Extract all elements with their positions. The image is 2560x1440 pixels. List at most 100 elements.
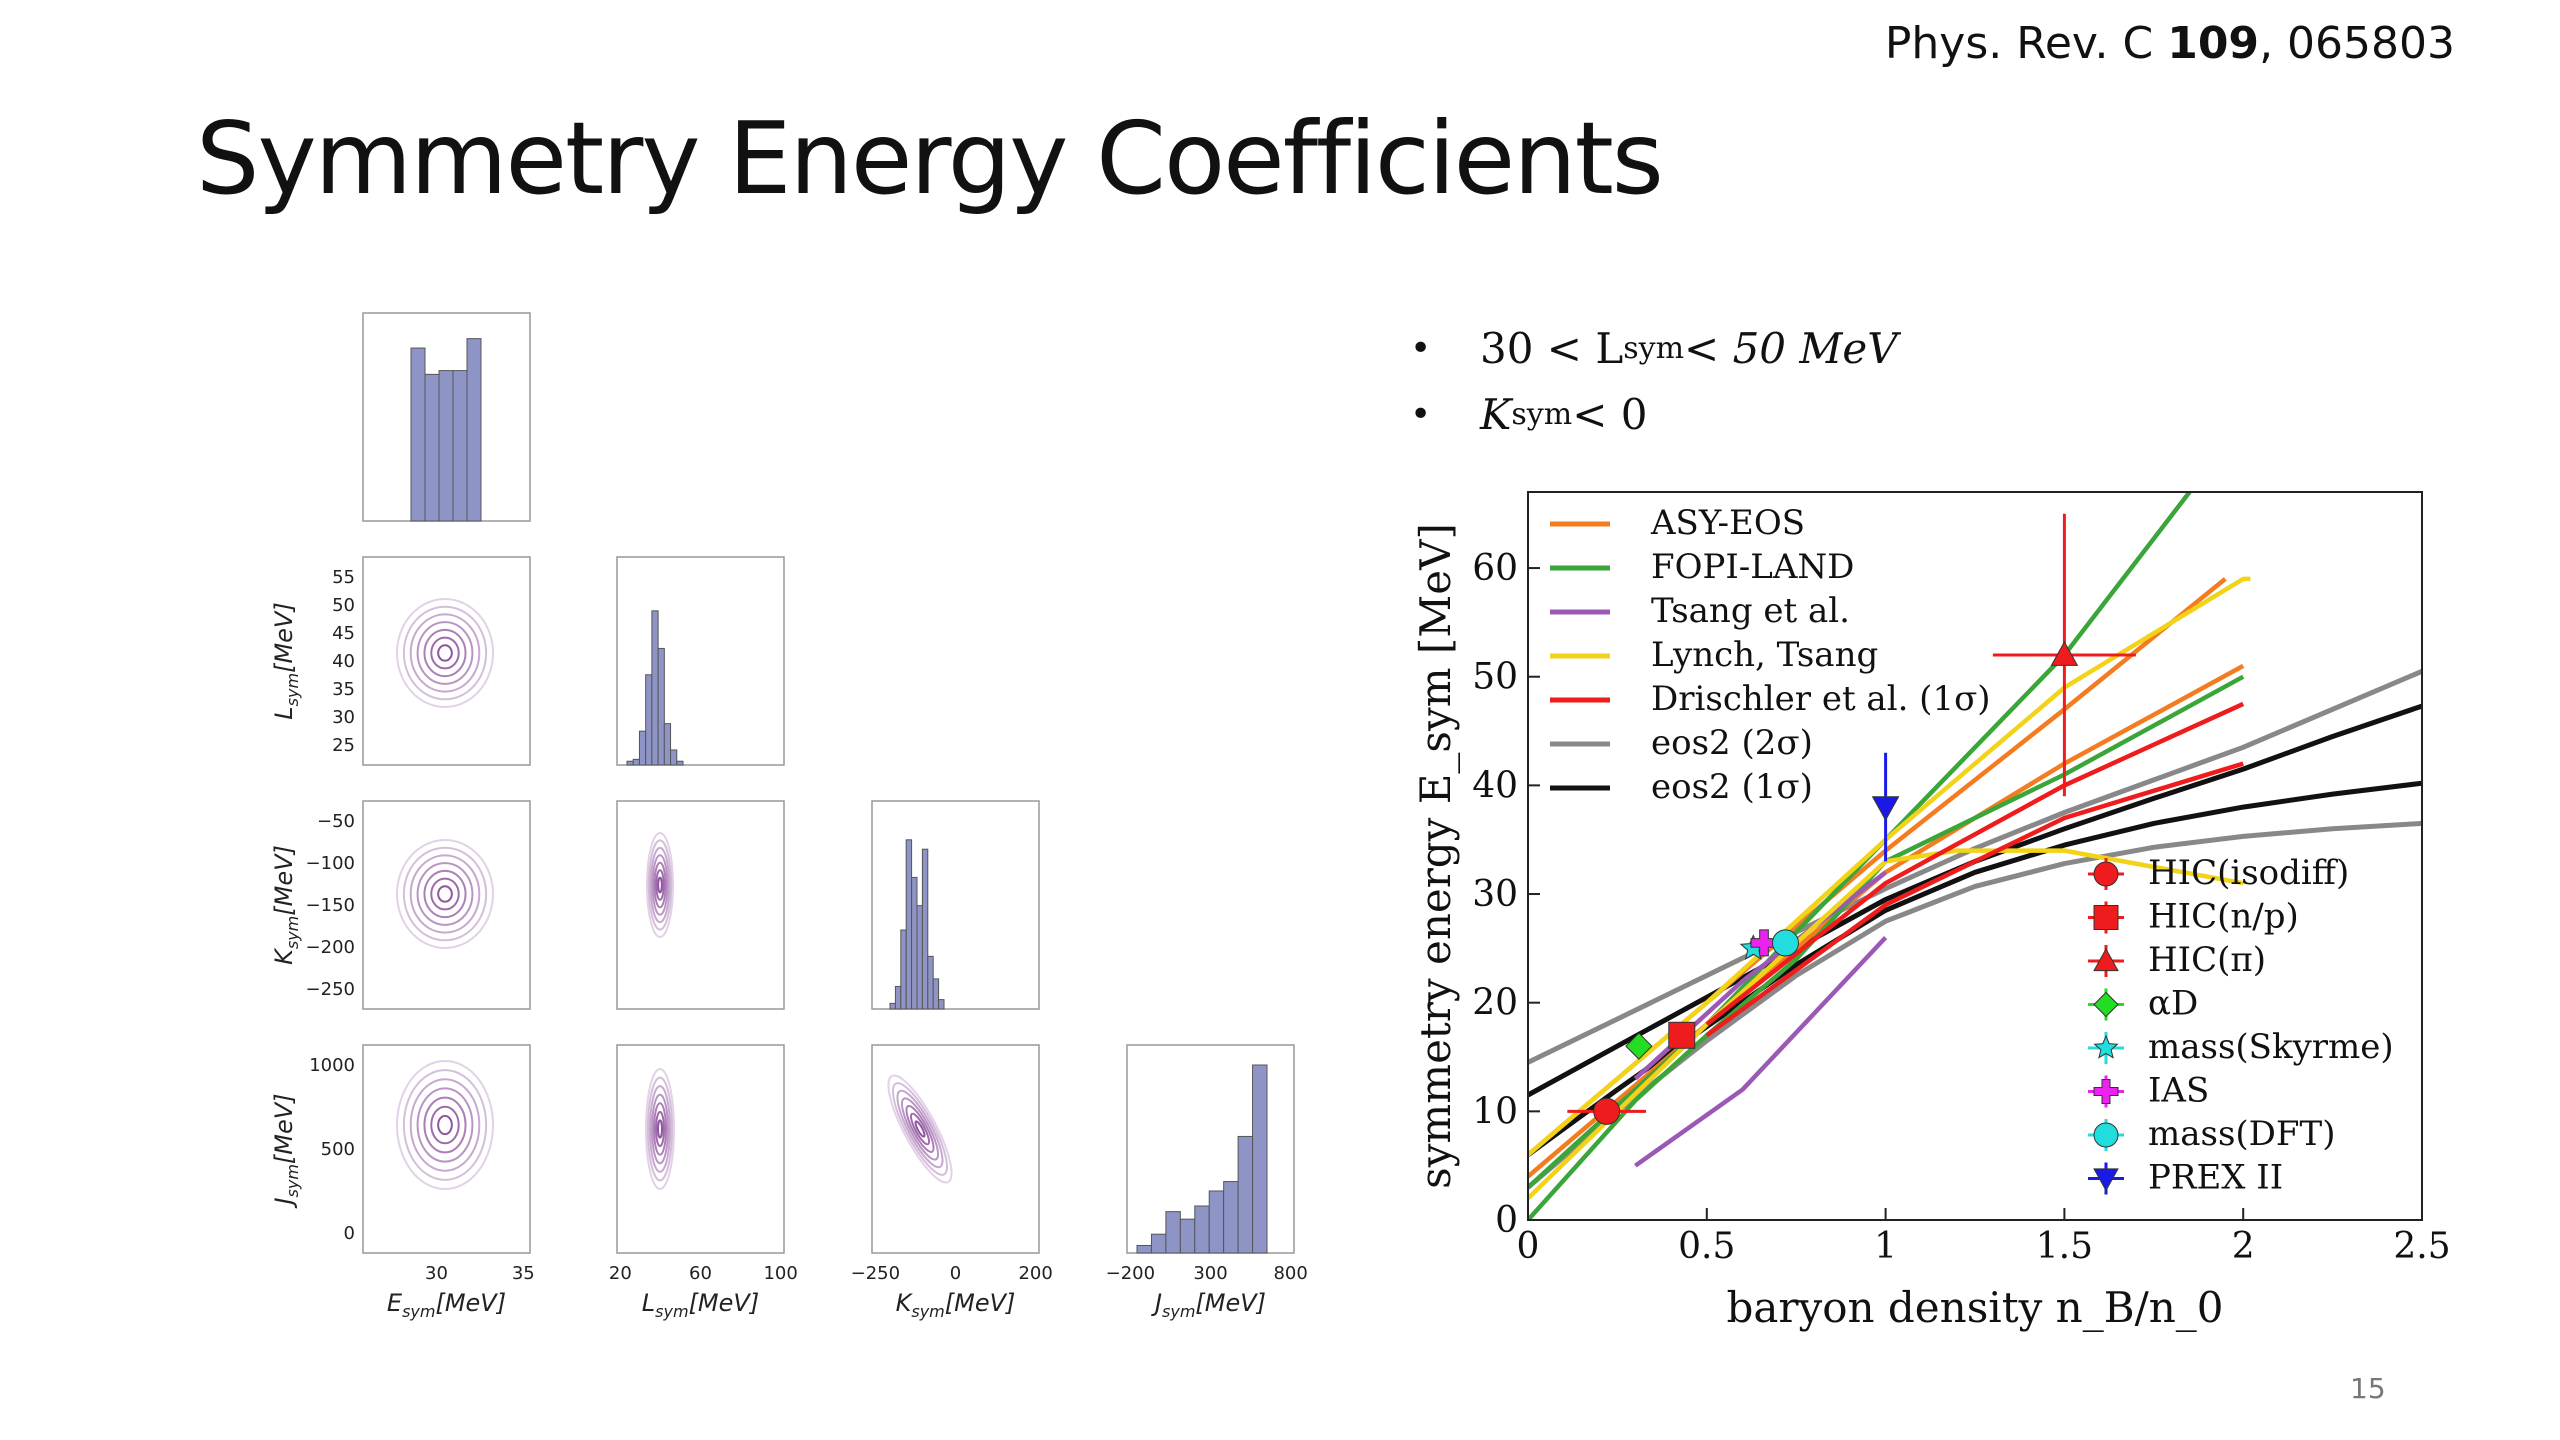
lsym-histogram-bar bbox=[670, 749, 678, 766]
legend-point-label: IAS bbox=[2148, 1071, 2209, 1111]
lsym-yaxis-tick: 30 bbox=[332, 707, 355, 728]
legend-line-label: eos2 (1σ) bbox=[1651, 767, 1813, 807]
jsym-histogram-bar bbox=[1194, 1205, 1210, 1254]
marker-circle bbox=[2093, 1122, 2119, 1148]
lsym-histogram-frame bbox=[616, 556, 785, 766]
y-tick-label: 30 bbox=[1472, 874, 1518, 915]
ksym-ylabel: Ksym[MeV] bbox=[270, 845, 302, 965]
lsym-ksym-contour-level bbox=[657, 876, 663, 894]
lsym-ksym-contour-level bbox=[646, 832, 674, 938]
lsym-histogram-bar bbox=[645, 674, 653, 766]
ksym-histogram-bar bbox=[911, 876, 918, 1010]
lsym-xaxis-tick: 20 bbox=[609, 1263, 632, 1284]
ksym-yaxis-tick: −50 bbox=[317, 811, 355, 832]
x-tick-label: 1 bbox=[1874, 1226, 1897, 1267]
ksym-jsym-contour-level bbox=[887, 1074, 953, 1184]
y-tick-label: 40 bbox=[1472, 765, 1518, 806]
lsym-histogram-bar bbox=[676, 760, 684, 766]
esym-ksym-contour-level bbox=[430, 877, 460, 911]
esym-ksym-contour-level bbox=[409, 854, 481, 934]
y-tick-label: 50 bbox=[1472, 657, 1518, 698]
marker-diamond bbox=[1625, 1032, 1653, 1060]
esym-lsym-contour-level bbox=[430, 636, 460, 670]
jsym-histogram-bar bbox=[1150, 1233, 1167, 1254]
x-tick-label: 2.5 bbox=[2393, 1226, 2450, 1267]
esym-jsym-contour-level bbox=[396, 1060, 494, 1190]
data-point bbox=[1871, 752, 1900, 862]
lsym-histogram-bar bbox=[638, 730, 647, 766]
slide-title: Symmetry Energy Coefficients bbox=[196, 100, 1664, 217]
y-axis-label: symmetry energy E_sym [MeV] bbox=[1411, 523, 1460, 1189]
marker-tri-down bbox=[2093, 1168, 2119, 1192]
esym-histogram-bar bbox=[466, 338, 482, 522]
data-point bbox=[1771, 929, 1799, 957]
ksym-jsym-contour-frame bbox=[871, 1044, 1040, 1254]
citation-volume: 109 bbox=[2167, 18, 2260, 69]
x-tick-label: 1.5 bbox=[2036, 1226, 2093, 1267]
marker-triangle bbox=[2050, 640, 2079, 666]
esym-jsym-contour-level bbox=[416, 1087, 474, 1163]
lsym-jsym-contour-level bbox=[653, 1102, 667, 1156]
symmetry-energy-chart: 0 0.5 1 1.5 2 2.5 0 10 20 30 40 50 60 baryon density … bbox=[1411, 491, 2451, 1332]
lsym-xaxis-tick: 100 bbox=[763, 1263, 797, 1284]
lsym-jsym-contour-level bbox=[649, 1085, 671, 1173]
esym-jsym-contour-frame bbox=[362, 1044, 531, 1254]
ksym-histogram-bar bbox=[916, 905, 923, 1010]
esym-lsym-contour-level bbox=[402, 605, 488, 701]
ksym-histogram-bar bbox=[900, 929, 907, 1010]
data-point bbox=[1567, 1097, 1647, 1125]
marker-tri-down bbox=[1871, 796, 1900, 822]
marker-circle bbox=[1593, 1097, 1621, 1125]
page-number: 15 bbox=[2350, 1372, 2386, 1405]
plot-frame bbox=[1527, 491, 2423, 1221]
lsym-ksym-contour-level bbox=[649, 846, 671, 924]
jsym-histogram-bar bbox=[1165, 1211, 1181, 1254]
ksym-xaxis-tick: 200 bbox=[1018, 1263, 1052, 1284]
citation-suffix: , 065803 bbox=[2259, 18, 2455, 69]
esym-ksym-contour-level bbox=[396, 839, 494, 949]
marker-star bbox=[2093, 1034, 2119, 1059]
ksym-histogram-bar bbox=[889, 1002, 896, 1010]
esym-lsym-contour-level bbox=[437, 644, 453, 662]
lsym-jsym-contour-level bbox=[657, 1119, 663, 1139]
lsym-xaxis-tick: 60 bbox=[689, 1263, 712, 1284]
lsym-ksym-contour-frame bbox=[616, 800, 785, 1010]
esym-jsym-contour-level bbox=[402, 1069, 488, 1181]
marker-diamond bbox=[2093, 991, 2119, 1018]
marker-circle bbox=[2093, 861, 2119, 887]
esym-jsym-contour-level bbox=[423, 1096, 467, 1154]
esym-xaxis-tick: 30 bbox=[425, 1263, 448, 1284]
esym-histogram-bar bbox=[452, 370, 468, 522]
lsym-ksym-contour-level bbox=[651, 854, 669, 916]
esym-lsym-contour-level bbox=[396, 598, 494, 708]
jsym-yaxis-tick: 0 bbox=[344, 1223, 355, 1244]
ksym-jsym-contour-level bbox=[905, 1105, 935, 1153]
lsym-jsym-contour-level bbox=[655, 1110, 665, 1148]
ksym-yaxis-tick: −100 bbox=[306, 853, 355, 874]
esym-lsym-contour-level bbox=[423, 628, 467, 678]
x-tick-label: 0.5 bbox=[1678, 1226, 1735, 1267]
jsym-yaxis-tick: 1000 bbox=[309, 1055, 355, 1076]
esym-histogram-bar bbox=[438, 370, 454, 522]
jsym-ylabel: Jsym[MeV] bbox=[270, 1093, 302, 1208]
data-point bbox=[1625, 1032, 1653, 1060]
legend-point-label: mass(Skyrme) bbox=[2148, 1027, 2394, 1067]
esym-jsym-contour-level bbox=[409, 1078, 481, 1172]
bullet-dot: • bbox=[1410, 393, 1432, 435]
lsym-yaxis-tick: 50 bbox=[332, 595, 355, 616]
jsym-histogram-bar bbox=[1252, 1064, 1268, 1254]
ksym-histogram-bar bbox=[927, 955, 934, 1010]
legend-line-label: FOPI-LAND bbox=[1651, 547, 1854, 587]
ksym-jsym-contour-level bbox=[909, 1112, 931, 1146]
jsym-histogram-bar bbox=[1223, 1181, 1239, 1254]
esym-lsym-contour-level bbox=[409, 613, 481, 693]
ksym-histogram-bar bbox=[894, 985, 902, 1010]
jsym-xaxis-tick: −200 bbox=[1106, 1263, 1155, 1284]
series-line bbox=[1528, 848, 2244, 1200]
series-line bbox=[1633, 935, 1888, 1168]
lsym-ksym-contour-level bbox=[655, 869, 665, 901]
esym-ksym-contour-level bbox=[402, 846, 488, 942]
lsym-jsym-contour-frame bbox=[616, 1044, 785, 1254]
series-line bbox=[1705, 701, 2245, 1027]
